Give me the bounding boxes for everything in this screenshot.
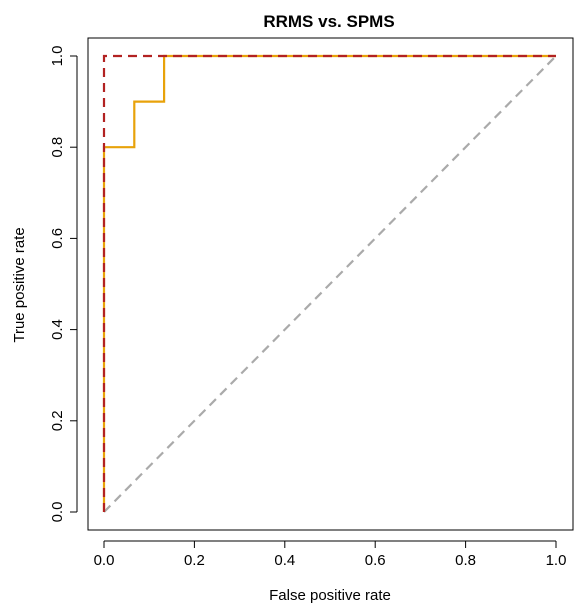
y-tick-label: 0.2 [49,410,66,431]
reference-diagonal-line [103,55,557,513]
series-layer [102,54,557,513]
x-tick-label: 0.2 [184,552,205,569]
x-tick-label: 0.6 [365,552,386,569]
x-axis-label: False positive rate [269,587,391,604]
chart-title: RRMS vs. SPMS [263,12,394,31]
y-tick-label: 0.6 [49,228,66,249]
x-axis: 0.0 0.2 0.4 0.6 0.8 1.0 [94,540,567,569]
x-tick-label: 0.4 [274,552,295,569]
y-axis-label: True positive rate [11,227,28,342]
y-tick-label: 1.0 [49,46,66,67]
y-tick-label: 0.0 [49,502,66,523]
x-tick-label: 0.8 [455,552,476,569]
roc-line-dashed-red [102,54,556,512]
x-tick-label: 1.0 [546,552,567,569]
x-tick-label: 0.0 [94,552,115,569]
plot-frame [87,37,574,531]
y-tick-label: 0.4 [49,319,66,340]
y-axis: 0.0 0.2 0.4 0.6 0.8 1.0 [49,46,78,523]
y-tick-label: 0.8 [49,137,66,158]
